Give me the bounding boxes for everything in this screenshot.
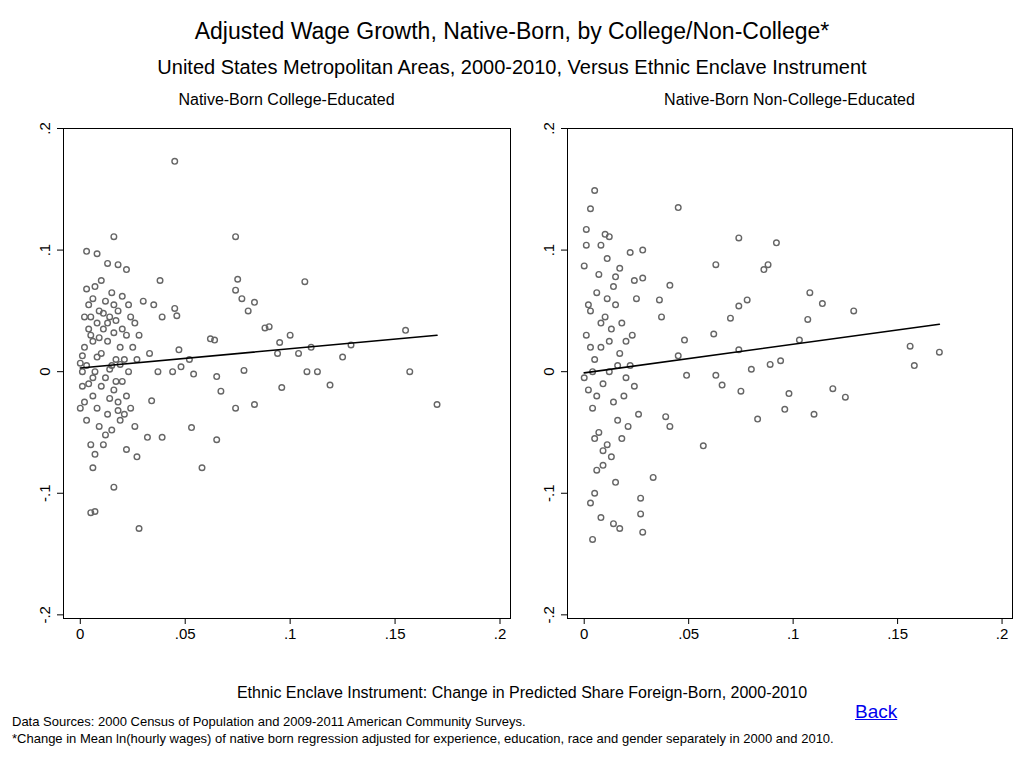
html-text:Ethnic Enclave Instrument: Cha: Ethnic Enclave Instrument: Change in Pre… [236, 684, 807, 701]
svg-text:0: 0 [76, 625, 84, 642]
html-text:Adjusted Wage Growth, Native-B: Adjusted Wage Growth, Native-Born, by Co… [194, 18, 830, 44]
svg-text:.1: .1 [540, 244, 557, 257]
svg-text:.2: .2 [494, 625, 507, 642]
svg-text:.05: .05 [175, 625, 196, 642]
svg-text:.05: .05 [678, 625, 699, 642]
svg-text:.2: .2 [996, 625, 1009, 642]
svg-text:-.2: -.2 [36, 606, 53, 624]
svg-text:0: 0 [540, 368, 557, 376]
svg-text:.1: .1 [36, 244, 53, 257]
svg-text:.2: .2 [36, 122, 53, 135]
html-text:United States Metropolitan Are: United States Metropolitan Areas, 2000-2… [157, 56, 867, 78]
html-text:*Change in Mean ln(hourly wage: *Change in Mean ln(hourly wages) of nati… [12, 731, 834, 746]
svg-text:-.1: -.1 [36, 485, 53, 503]
svg-text:-.1: -.1 [540, 485, 557, 503]
html-text:Back: Back [855, 701, 898, 722]
html-text:Data Sources: 2000 Census of P: Data Sources: 2000 Census of Population … [12, 714, 526, 729]
svg-text:.1: .1 [787, 625, 800, 642]
svg-text:0: 0 [36, 368, 53, 376]
svg-text:0: 0 [580, 625, 588, 642]
svg-text:-.2: -.2 [540, 606, 557, 624]
svg-text:.2: .2 [540, 122, 557, 135]
html-text:Native-Born Non-College-Educat: Native-Born Non-College-Educated [664, 91, 915, 108]
svg-text:.15: .15 [887, 625, 908, 642]
svg-text:.15: .15 [385, 625, 406, 642]
svg-text:.1: .1 [284, 625, 297, 642]
html-text:Native-Born College-Educated: Native-Born College-Educated [178, 91, 395, 108]
